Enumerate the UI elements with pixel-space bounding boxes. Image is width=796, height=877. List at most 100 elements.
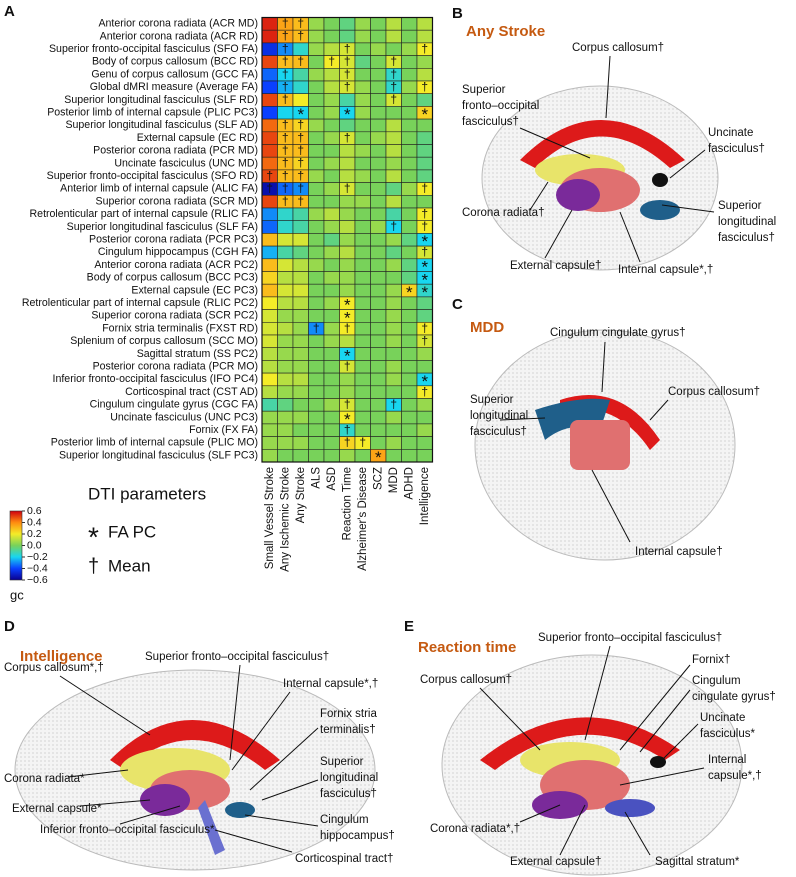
heatmap-cell (308, 296, 325, 310)
heatmap-cell (385, 106, 402, 120)
heatmap-cell (354, 258, 371, 272)
heatmap-cell (385, 156, 402, 171)
heatmap-cell (292, 68, 309, 82)
cell-marker: † (282, 130, 289, 144)
annotation: Superior fronto–occipital fasciculus† (538, 632, 722, 644)
heatmap-cell (261, 410, 278, 425)
annotation: Cingulum cingulate gyrus† (550, 327, 686, 339)
leader-line (231, 691, 291, 771)
heatmap-cell (261, 258, 278, 272)
heatmap-cell (323, 258, 340, 272)
heatmap-cell (277, 410, 294, 425)
leader-line (619, 664, 691, 751)
heatmap-cell (354, 169, 371, 183)
heatmap-cell (416, 156, 433, 171)
leader-line (559, 804, 586, 856)
row-label: Cingulum hippocampus (CGH FA) (98, 246, 258, 258)
heatmap-cell (401, 17, 418, 31)
heatmap-cell (401, 195, 418, 209)
heatmap-cell (401, 436, 418, 450)
heatmap-cell (401, 448, 418, 463)
heatmap-cell (277, 423, 294, 437)
row-label: Superior longitudinal fasciculus (SLF FA… (67, 221, 258, 233)
annotation: cingulate gyrus† (692, 691, 776, 703)
leader-line (659, 723, 699, 763)
heatmap-cell (323, 131, 340, 145)
heatmap-cell (261, 118, 278, 133)
cell-marker: † (297, 156, 304, 170)
heatmap-cell (323, 296, 340, 310)
row-label: Posterior corona radiata (PCR PC3) (89, 234, 258, 246)
heatmap-cell (277, 258, 294, 272)
leader-line (59, 675, 151, 736)
heatmap-cell (323, 106, 340, 120)
cell-marker: † (297, 54, 304, 68)
colorbar-tick-label: 0.4 (27, 516, 42, 528)
heatmap-cell (385, 245, 402, 260)
cell-marker: † (297, 130, 304, 144)
heatmap-cell (292, 410, 309, 425)
heatmap-cell (401, 347, 418, 361)
leader-line (639, 689, 691, 753)
annotation: Corona radiata† (462, 207, 544, 219)
heatmap-cell (261, 448, 278, 463)
annotation: Uncinate (708, 127, 753, 139)
row-label: Superior fronto-occipital fasciculus (SF… (49, 43, 258, 55)
column-label: ASD (326, 467, 338, 491)
heatmap-cell (401, 245, 418, 260)
heatmap-cell (308, 80, 325, 94)
heatmap-cell (292, 80, 309, 94)
heatmap-cell (370, 80, 387, 94)
heatmap-cell (385, 334, 402, 348)
row-label: Superior corona radiata (SCR MD) (96, 195, 259, 207)
cell-marker: † (282, 54, 289, 68)
heatmap-cell (385, 233, 402, 247)
legend-title: DTI parameters (88, 484, 206, 503)
cell-marker: † (421, 80, 428, 94)
heatmap-cell (339, 220, 356, 234)
heatmap-cell (277, 360, 294, 374)
row-label: Superior longitudinal fasciculus (SLF AD… (65, 119, 258, 131)
heatmap-cell (261, 296, 278, 310)
heatmap-cell (370, 144, 387, 158)
heatmap-cell (401, 398, 418, 412)
colorbar-tick-label: −0.2 (27, 551, 48, 563)
row-label: Genu of corpus callosum (GCC FA) (91, 68, 258, 80)
heatmap-cell (308, 245, 325, 260)
heatmap-cell (370, 360, 387, 374)
annotation: Corona radiata*,† (430, 823, 520, 835)
panel-title: Any Stroke (466, 23, 545, 40)
heatmap-cell (385, 144, 402, 158)
heatmap-cell (401, 334, 418, 348)
heatmap-cell (292, 398, 309, 412)
cell-marker: † (421, 384, 428, 398)
annotation: Fornix stria (320, 708, 377, 720)
colorbar-tick-label: −0.6 (27, 574, 48, 586)
heatmap-cell (323, 245, 340, 260)
heatmap-cell (370, 169, 387, 183)
heatmap-cell (277, 283, 294, 298)
heatmap-cell (277, 372, 294, 387)
heatmap-cell (323, 156, 340, 171)
heatmap-cell (370, 220, 387, 234)
heatmap-cell (308, 334, 325, 348)
leader-line (669, 149, 706, 179)
cell-marker: † (421, 334, 428, 348)
column-label: Alzheimer's Disease (357, 467, 369, 571)
annotation: longitudinal (320, 772, 378, 784)
heatmap-cell (416, 448, 433, 463)
heatmap-cell (354, 296, 371, 310)
heatmap-cell (292, 271, 309, 285)
cell-marker: † (297, 118, 304, 132)
heatmap-cell (401, 93, 418, 107)
heatmap-cell (385, 271, 402, 285)
row-label: Splenium of corpus callosum (SCC MO) (70, 335, 258, 347)
column-label: Any Ischemic Stroke (279, 467, 291, 572)
heatmap-cell (323, 321, 340, 336)
heatmap-cell (308, 233, 325, 247)
column-label: Reaction Time (341, 467, 353, 541)
colorbar-tick-label: −0.4 (27, 562, 48, 574)
heatmap-cell (385, 17, 402, 31)
heatmap-cell (401, 372, 418, 387)
heatmap-cell (308, 271, 325, 285)
